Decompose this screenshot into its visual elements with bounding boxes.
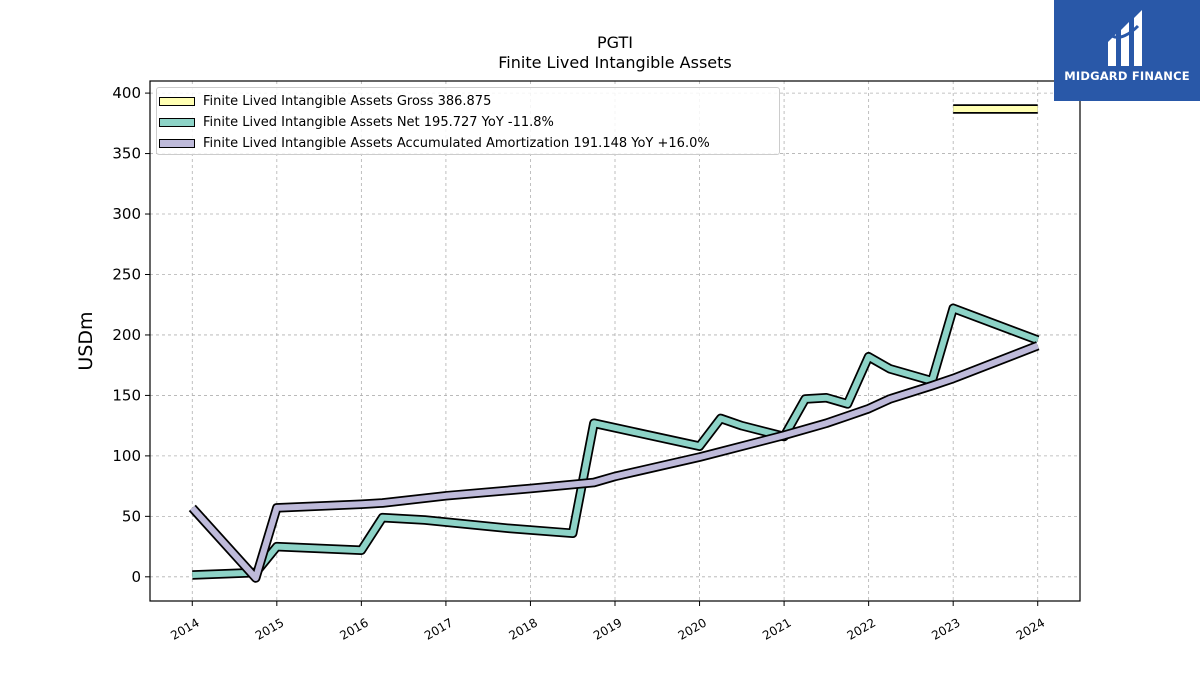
y-axis-label: USDm (75, 311, 97, 370)
y-tick-label: 300 (112, 205, 141, 223)
brand-logo: MIDGARD FINANCE (1054, 0, 1200, 101)
x-tick-label: 2021 (760, 615, 793, 642)
brand-name: MIDGARD FINANCE (1064, 69, 1190, 83)
x-tick-label: 2024 (1014, 615, 1047, 642)
x-tick-label: 2019 (591, 615, 624, 642)
brand-mark-icon (1108, 10, 1142, 66)
series-net-line (192, 305, 1039, 578)
x-tick-label: 2015 (253, 615, 286, 642)
x-tick-label: 2016 (337, 615, 370, 642)
y-tick-label: 350 (112, 145, 141, 163)
x-tick-label: 2023 (929, 615, 962, 642)
y-tick-label: 150 (112, 386, 141, 404)
legend-label-net: Finite Lived Intangible Assets Net 195.7… (203, 114, 554, 130)
y-tick-label: 100 (112, 447, 141, 465)
legend-label-gross: Finite Lived Intangible Assets Gross 386… (203, 93, 492, 109)
x-tick-label: 2020 (676, 615, 709, 642)
chart-legend: Finite Lived Intangible Assets Gross 386… (156, 87, 780, 155)
x-tick-label: 2014 (168, 615, 201, 642)
legend-swatch-amortization (159, 138, 195, 148)
y-tick-label: 200 (112, 326, 141, 344)
chart-title: PGTI (597, 33, 633, 52)
y-tick-label: 50 (122, 507, 141, 525)
legend-label-amortization: Finite Lived Intangible Assets Accumulat… (203, 135, 710, 151)
legend-swatch-net (159, 117, 195, 127)
x-tick-label: 2022 (845, 615, 878, 642)
x-tick-label: 2018 (507, 615, 540, 642)
y-tick-label: 400 (112, 84, 141, 102)
y-tick-label: 0 (131, 568, 141, 586)
series-amortization-line (190, 342, 1039, 581)
chart-subtitle: Finite Lived Intangible Assets (498, 53, 732, 72)
y-tick-label: 250 (112, 265, 141, 283)
legend-swatch-gross (159, 96, 195, 106)
x-tick-label: 2017 (422, 615, 455, 642)
